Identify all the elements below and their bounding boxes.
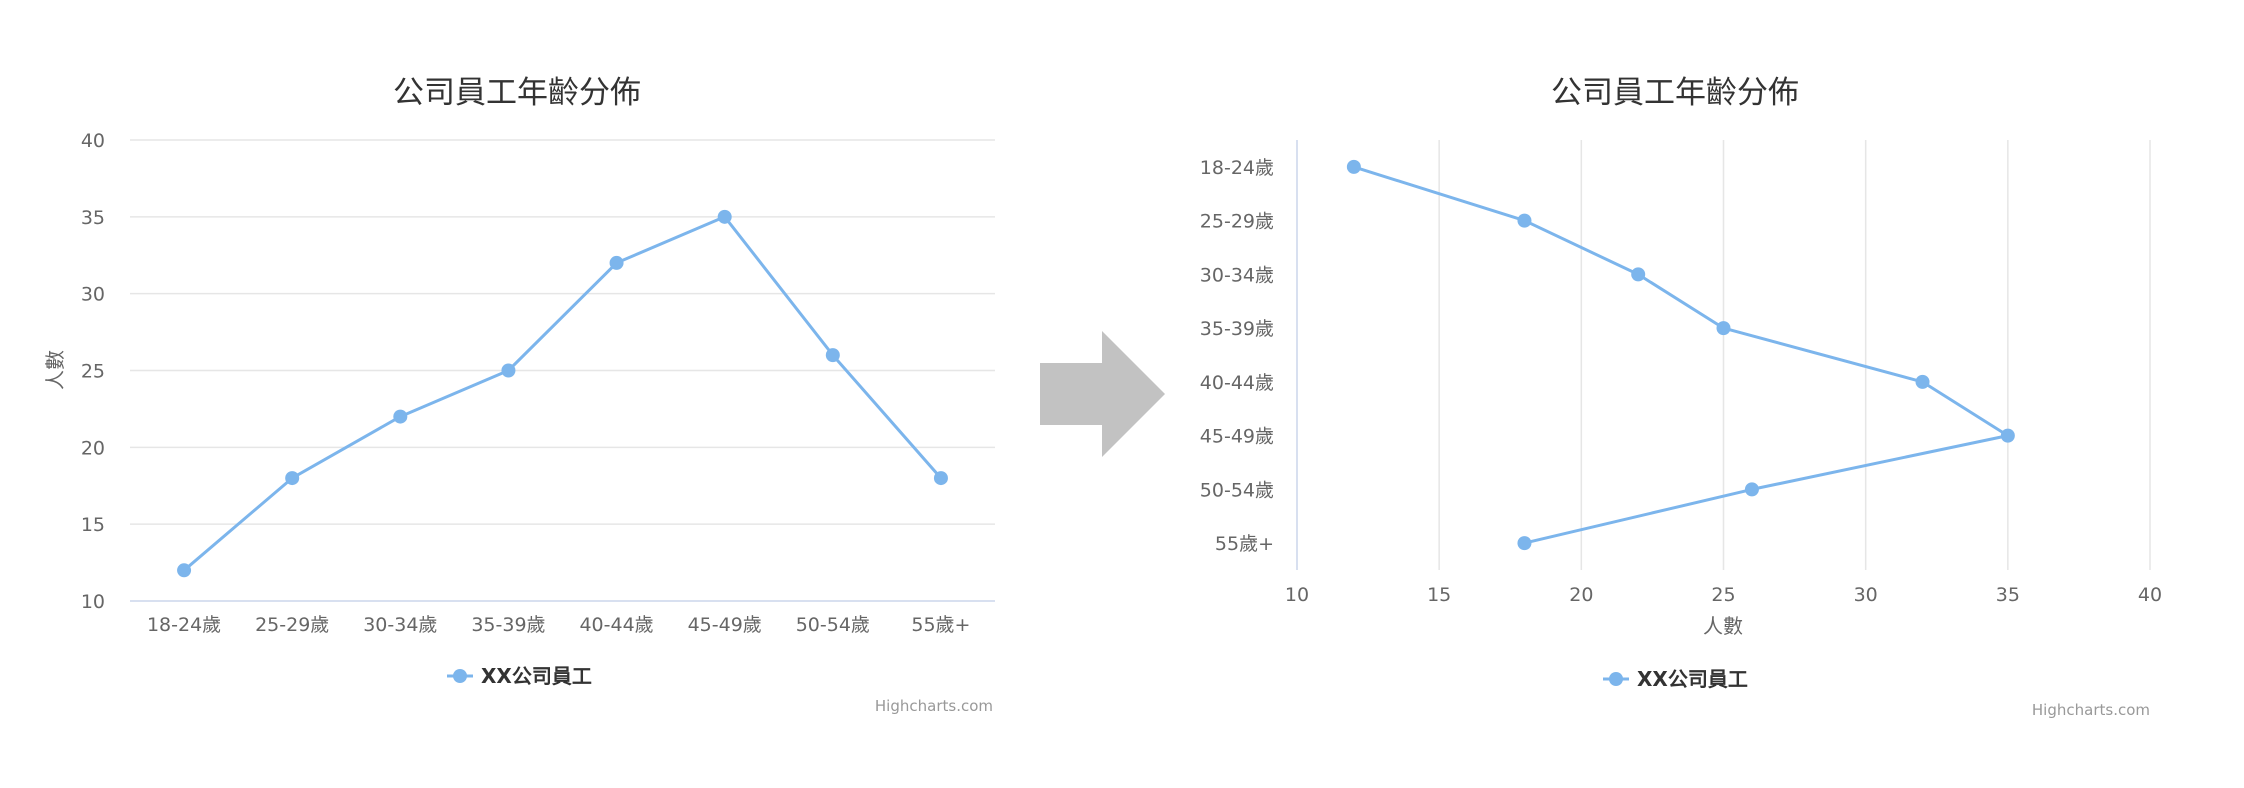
- credits-link[interactable]: Highcharts.com: [2032, 701, 2150, 719]
- x-tick-label: 15: [1427, 584, 1451, 606]
- y-tick-label: 30: [81, 284, 105, 306]
- x-tick-label: 25-29歲: [255, 614, 329, 636]
- value-axis-ticks: 10 15 20 25 30 35 40: [1285, 584, 2162, 606]
- x-tick-label: 18-24歲: [147, 614, 221, 636]
- chart-horizontal: 公司員工年齡分佈 18-24歲 25-29歲 30-34歲 35-39歲 40-44歲 4…: [1200, 75, 2162, 719]
- y-tick-label: 25: [81, 361, 105, 383]
- legend-marker-icon: [1609, 672, 1623, 686]
- y-tick-label: 10: [81, 591, 105, 613]
- data-point[interactable]: [2000, 428, 2015, 443]
- data-point[interactable]: [285, 471, 300, 486]
- x-tick-label: 10: [1285, 584, 1309, 606]
- legend-label: XX公司員工: [481, 664, 592, 688]
- y-tick-label: 55歲+: [1215, 533, 1274, 555]
- series-line: [182, 215, 943, 572]
- chart-vertical: 公司員工年齡分佈 人數 10 15 20 25 30 35 40 18-24歲 25-29歲 3…: [43, 75, 995, 715]
- data-point[interactable]: [1517, 213, 1532, 228]
- y-tick-label: 35-39歲: [1200, 318, 1274, 340]
- legend-marker-icon: [453, 669, 467, 683]
- y-tick-label: 35: [81, 207, 105, 229]
- y-tick-label: 20: [81, 437, 105, 459]
- y-tick-label: 25-29歲: [1200, 211, 1274, 233]
- y-tick-label: 15: [81, 514, 105, 536]
- data-point[interactable]: [501, 363, 516, 378]
- y-tick-label: 40-44歲: [1200, 372, 1274, 394]
- legend-item[interactable]: XX公司員工: [1603, 667, 1748, 691]
- category-axis-ticks: 18-24歲 25-29歲 30-34歲 35-39歲 40-44歲 45-49歲 50-5…: [1200, 157, 1274, 555]
- y-tick-label: 18-24歲: [1200, 157, 1274, 179]
- data-point[interactable]: [1517, 536, 1532, 551]
- chart-title: 公司員工年齡分佈: [393, 75, 641, 111]
- x-axis-title: 人數: [1703, 614, 1743, 638]
- y-tick-label: 45-49歲: [1200, 426, 1274, 448]
- x-tick-label: 35-39歲: [471, 614, 545, 636]
- x-tick-label: 50-54歲: [796, 614, 870, 636]
- data-point[interactable]: [825, 348, 840, 363]
- x-tick-label: 25: [1711, 584, 1735, 606]
- series-points: [177, 209, 948, 578]
- x-tick-label: 20: [1569, 584, 1593, 606]
- y-tick-label: 50-54歲: [1200, 479, 1274, 501]
- data-point[interactable]: [1915, 374, 1930, 389]
- series-line: [1352, 165, 2010, 545]
- legend-label: XX公司員工: [1637, 667, 1748, 691]
- data-point[interactable]: [177, 563, 192, 578]
- gridlines: [130, 139, 995, 525]
- data-point[interactable]: [609, 255, 624, 270]
- y-tick-label: 40: [81, 130, 105, 152]
- credits-link[interactable]: Highcharts.com: [875, 697, 993, 715]
- x-tick-label: 55歲+: [911, 614, 970, 636]
- gridlines: [1438, 140, 2151, 570]
- y-tick-label: 30-34歲: [1200, 264, 1274, 286]
- x-tick-label: 30-34歲: [363, 614, 437, 636]
- y-axis-ticks: 10 15 20 25 30 35 40: [81, 130, 105, 613]
- legend-item[interactable]: XX公司員工: [447, 664, 592, 688]
- data-point[interactable]: [1346, 159, 1361, 174]
- data-point[interactable]: [1744, 482, 1759, 497]
- x-tick-label: 40: [2138, 584, 2162, 606]
- data-point[interactable]: [933, 471, 948, 486]
- chart-title: 公司員工年齡分佈: [1551, 75, 1799, 111]
- y-axis-title: 人數: [43, 350, 67, 390]
- series-points: [1346, 159, 2015, 551]
- data-point[interactable]: [1631, 267, 1646, 282]
- data-point[interactable]: [1716, 321, 1731, 336]
- x-tick-label: 35: [1996, 584, 2020, 606]
- data-point[interactable]: [393, 409, 408, 424]
- x-tick-label: 45-49歲: [688, 614, 762, 636]
- transform-arrow-icon: [1040, 331, 1165, 457]
- x-tick-label: 30: [1854, 584, 1878, 606]
- x-axis-ticks: 18-24歲 25-29歲 30-34歲 35-39歲 40-44歲 45-49歲 50-5…: [147, 614, 971, 636]
- x-tick-label: 40-44歲: [579, 614, 653, 636]
- data-point[interactable]: [717, 209, 732, 224]
